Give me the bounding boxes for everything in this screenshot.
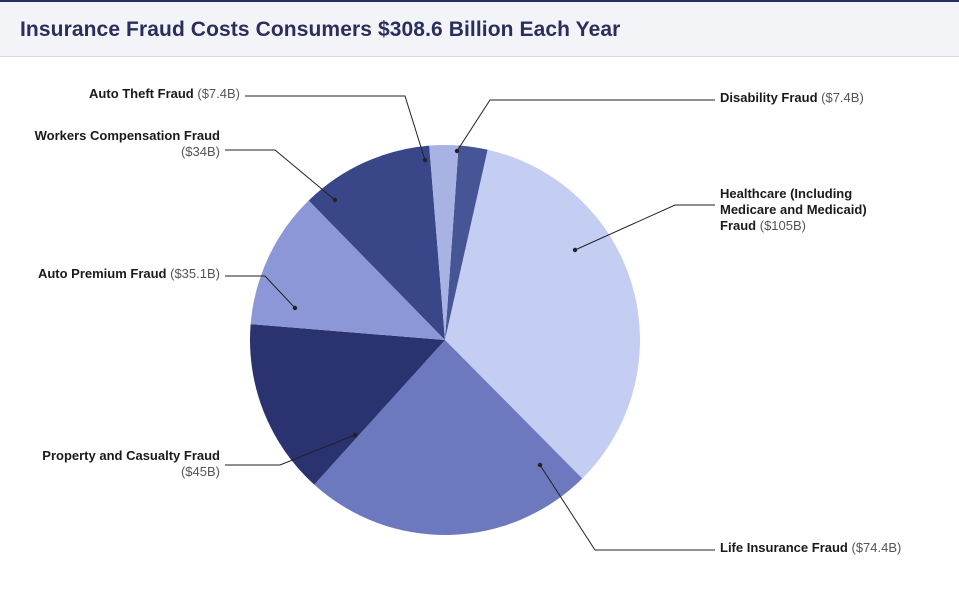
slice-label-line: Property and Casualty Fraud (42, 448, 220, 463)
slice-label-line: Auto Theft Fraud ($7.4B) (89, 86, 240, 101)
chart-page: Insurance Fraud Costs Consumers $308.6 B… (0, 0, 959, 593)
slice-label-line: Healthcare (Including (720, 186, 852, 201)
slice-label-line: Workers Compensation Fraud (35, 128, 220, 143)
title-bar: Insurance Fraud Costs Consumers $308.6 B… (0, 0, 959, 57)
slice-label-line: Medicare and Medicaid) (720, 202, 867, 217)
slice-label-property: Property and Casualty Fraud($45B) (42, 448, 220, 479)
slice-label-value: ($45B) (181, 464, 220, 479)
slice-label-line: Auto Premium Fraud ($35.1B) (38, 266, 220, 281)
leader-line-disability (457, 100, 715, 151)
slice-label-line: Fraud ($105B) (720, 218, 806, 233)
slice-label-disability: Disability Fraud ($7.4B) (720, 90, 864, 105)
slice-label-healthcare: Healthcare (IncludingMedicare and Medica… (720, 186, 867, 233)
slice-label-line: Disability Fraud ($7.4B) (720, 90, 864, 105)
pie-chart-area: Disability Fraud ($7.4B) Healthcare (Incl… (0, 60, 959, 593)
pie-chart-svg: Disability Fraud ($7.4B) Healthcare (Incl… (0, 60, 959, 593)
slice-label-life: Life Insurance Fraud ($74.4B) (720, 540, 901, 555)
slice-label-workers: Workers Compensation Fraud($34B) (35, 128, 220, 159)
slice-label-line: Life Insurance Fraud ($74.4B) (720, 540, 901, 555)
slice-label-value: ($34B) (181, 144, 220, 159)
chart-title: Insurance Fraud Costs Consumers $308.6 B… (20, 18, 939, 42)
slice-label-auto_theft: Auto Theft Fraud ($7.4B) (89, 86, 240, 101)
slice-label-auto_premium: Auto Premium Fraud ($35.1B) (38, 266, 220, 281)
